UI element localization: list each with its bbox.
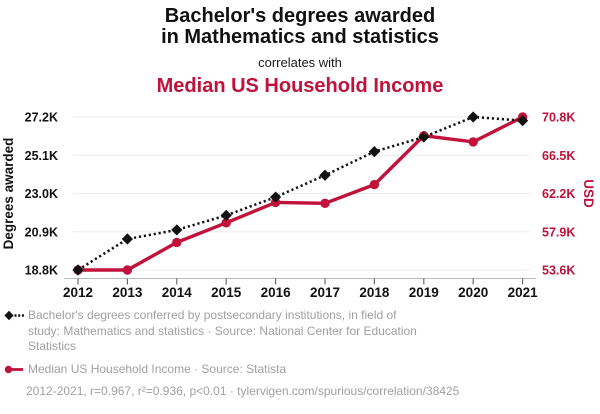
degrees-marker — [517, 115, 529, 127]
header: Bachelor's degrees awarded in Mathematics… — [0, 6, 600, 98]
legend-degrees-line1: Bachelor's degrees conferred by postseco… — [28, 308, 397, 322]
chart-title: Bachelor's degrees awarded in Mathematics… — [0, 6, 600, 48]
right-axis-title: USD — [581, 179, 596, 208]
circle-marker-icon — [4, 365, 23, 373]
income-line — [78, 115, 524, 272]
chart-subtitle: Median US Household Income — [156, 75, 444, 97]
right-axis-tick-label: 66.5K — [542, 149, 575, 163]
degrees-marker — [220, 209, 232, 221]
income-marker — [369, 179, 380, 190]
x-axis-tick-label: 2014 — [162, 285, 193, 300]
degrees-marker — [319, 169, 331, 181]
x-axis-tick-label: 2019 — [409, 285, 439, 300]
x-axis-tick-label: 2012 — [63, 285, 93, 300]
degrees-marker — [418, 131, 430, 143]
legend-degrees-text: Bachelor's degrees conferred by postseco… — [28, 308, 417, 355]
chart-title-line1: Bachelor's degrees awarded — [164, 5, 436, 27]
left-axis-tick-label: 20.9K — [25, 225, 58, 239]
legend-item-degrees: Bachelor's degrees conferred by postseco… — [4, 308, 574, 355]
x-axis-tick-label: 2016 — [261, 285, 292, 300]
left-axis-tick-label: 25.1K — [25, 149, 58, 163]
x-axis-tick-label: 2018 — [359, 285, 390, 300]
correlates-with-text: correlates with — [258, 55, 342, 70]
degrees-marker — [270, 191, 282, 203]
x-axis-tick-label: 2021 — [508, 285, 539, 300]
degrees-marker — [121, 233, 133, 245]
legend-income-text: Median US Household Income · Source: Sta… — [28, 361, 287, 376]
income-marker — [172, 237, 182, 248]
chart-title-line2: in Mathematics and statistics — [161, 26, 439, 48]
degrees-marker — [467, 111, 479, 123]
legend-degrees-line3: Statistics — [28, 339, 77, 353]
income-marker — [221, 218, 231, 228]
degrees-marker — [368, 146, 380, 158]
chart-svg: 18.8K 53.6K 20.9K 57.9K 23.0K 62.2K 25.1K 66.5K… — [1, 111, 596, 301]
x-axis-tick-label: 2017 — [310, 285, 340, 300]
x-axis-tick-label: 2015 — [211, 285, 242, 300]
x-axis-tick-label: 2020 — [458, 285, 488, 300]
left-axis-tick-label: 27.2K — [25, 111, 58, 125]
income-marker — [122, 265, 133, 275]
left-axis-title: Degrees awarded — [1, 138, 16, 250]
income-marker — [468, 137, 478, 147]
right-axis-tick-label: 70.8K — [542, 111, 575, 125]
legend-item-income: Median US Household Income · Source: Sta… — [4, 362, 574, 378]
right-axis-tick-label: 62.2K — [542, 187, 575, 201]
left-axis-tick-label: 23.0K — [25, 187, 58, 201]
right-axis-tick-label: 57.9K — [542, 225, 575, 239]
right-axis-tick-label: 53.6K — [542, 264, 575, 278]
income-marker — [320, 198, 330, 208]
legend-degrees-line2: study: Mathematics and statistics · Sour… — [28, 323, 417, 338]
legend: Bachelor's degrees conferred by postseco… — [4, 308, 574, 399]
diamond-marker-icon — [4, 310, 24, 321]
x-axis-tick-label: 2013 — [112, 285, 143, 300]
degrees-marker — [72, 264, 84, 276]
degrees-marker — [171, 224, 183, 236]
left-axis-tick-label: 18.8K — [25, 264, 58, 278]
footer-citation: 2012-2021, r=0.967, r²=0.936, p<0.01 · t… — [26, 384, 460, 398]
